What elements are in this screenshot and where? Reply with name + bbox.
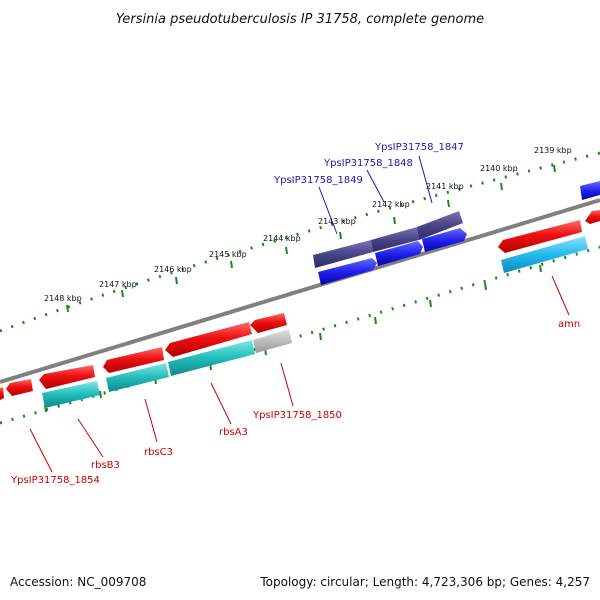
gene-label: rbsC3: [144, 447, 173, 458]
leader-line: [418, 155, 433, 204]
tick-label: 2144 kbp: [263, 234, 301, 243]
accession-text: Accession: NC_009708: [10, 575, 146, 589]
gene-arrow-amn: [498, 220, 582, 253]
major-tick: [121, 289, 124, 298]
major-tick: [66, 304, 69, 313]
cds-arrow-ypsip31758-1847: [422, 228, 467, 252]
map-title: Yersinia pseudotuberculosis IP 31758, co…: [116, 12, 484, 27]
tick-label: 2145 kbp: [209, 250, 247, 259]
inner-tick-ring: [0, 245, 600, 425]
gene-arrow-ypsip31758-1854: [6, 379, 33, 396]
gene-labels-top: YpsIP31758_1847 YpsIP31758_1848 YpsIP317…: [273, 142, 464, 186]
forward-genes: [313, 181, 600, 285]
gene-label: amn: [558, 319, 580, 330]
tick-label: 2143 kbp: [318, 217, 356, 226]
gene-label: rbsB3: [91, 460, 120, 471]
gene-arrow-rbsb3: [39, 365, 95, 389]
cds-arrow-ypsip31758-1848: [375, 241, 423, 266]
gene-label: YpsIP31758_1854: [10, 475, 100, 486]
leader-line: [77, 418, 104, 458]
gene-arrow-edge-right: [580, 181, 600, 200]
leader-line: [144, 398, 158, 443]
tick-label: 2147 kbp: [99, 280, 137, 289]
major-tick: [484, 282, 487, 291]
tick-label: 2146 kbp: [154, 265, 192, 274]
label-leaders-top: [318, 155, 433, 235]
reverse-genes: [0, 210, 600, 408]
gene-arrow-ypsip31758-1848: [371, 227, 419, 252]
gene-arrow-ypsip31758-1849: [313, 240, 373, 268]
tick-labels: 2148 kbp 2147 kbp 2146 kbp 2145 kbp 2144…: [44, 146, 572, 303]
major-tick: [230, 260, 233, 269]
leader-line: [210, 382, 232, 425]
gene-label: YpsIP31758_1849: [273, 175, 363, 186]
major-tick: [99, 390, 102, 399]
leader-line: [29, 428, 53, 473]
tick-label: 2142 kbp: [372, 200, 410, 209]
major-tick: [175, 276, 178, 285]
gene-label: rbsA3: [219, 427, 248, 438]
cds-arrow-rbsc3: [106, 363, 169, 392]
cds-arrow-ypsip31758-1850: [253, 329, 292, 353]
cds-arrow-amn: [501, 236, 588, 273]
leader-line: [551, 275, 570, 316]
tick-label: 2141 kbp: [426, 182, 464, 191]
topology-text: Topology: circular; Length: 4,723,306 bp…: [259, 575, 590, 589]
major-tick: [339, 231, 342, 240]
gene-arrow-rbsa3: [165, 322, 252, 357]
major-tick: [374, 316, 377, 325]
major-tick: [553, 164, 556, 173]
gene-arrow-ypsip31758-1847: [417, 211, 463, 240]
inner-major-ticks: [44, 264, 542, 413]
gene-label: YpsIP31758_1850: [252, 410, 342, 421]
label-leaders-bottom: [29, 275, 570, 473]
major-tick: [539, 264, 542, 273]
cds-arrow-rbsa3: [168, 340, 255, 376]
gene-arrow-edge-right-red: [585, 210, 600, 224]
genome-backbone: [0, 198, 600, 384]
tick-label: 2148 kbp: [44, 294, 82, 303]
outer-tick-ring: [0, 151, 600, 333]
major-tick: [319, 332, 322, 341]
major-tick: [447, 199, 450, 208]
major-tick: [500, 182, 503, 191]
leader-line: [318, 186, 338, 235]
gene-arrow-edge-left: [0, 387, 4, 400]
tick-label: 2139 kbp: [534, 146, 572, 155]
gene-label: YpsIP31758_1848: [323, 158, 413, 169]
leader-line: [280, 362, 294, 407]
major-tick: [285, 246, 288, 255]
tick-label: 2140 kbp: [480, 164, 518, 173]
outer-major-ticks: [66, 164, 556, 313]
gene-labels-bottom: amn YpsIP31758_1850 rbsA3 rbsC3 rbsB3 Yp…: [10, 319, 580, 486]
gene-label: YpsIP31758_1847: [374, 142, 464, 153]
leader-line: [366, 169, 385, 203]
major-tick: [393, 216, 396, 225]
cds-arrow-ypsip31758-1849: [318, 258, 377, 285]
gene-arrow-ypsip31758-1850: [250, 313, 287, 333]
major-tick: [429, 299, 432, 308]
gene-arrow-rbsc3: [103, 347, 164, 373]
cds-arrow-rbsb3: [42, 381, 100, 408]
